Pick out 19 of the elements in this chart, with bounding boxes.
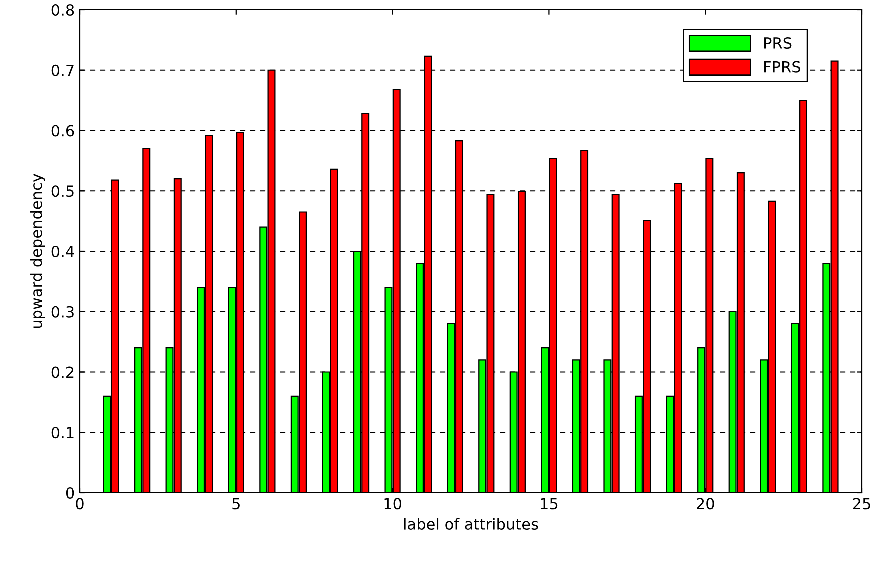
y-tick-label: 0: [66, 487, 74, 500]
y-tick-label: 0.2: [52, 366, 74, 378]
x-tick-label: 10: [384, 498, 402, 510]
x-tick-label: 0: [76, 498, 84, 510]
legend-label: FPRS: [764, 61, 800, 73]
y-tick-label: 0.4: [52, 246, 74, 258]
x-tick-label: 15: [541, 498, 558, 510]
y-tick-label: 0.3: [52, 306, 74, 318]
y-tick-label: 0.5: [52, 186, 74, 198]
y-tick-label: 0.7: [52, 64, 74, 76]
x-axis-title: label of attributes: [404, 518, 538, 530]
x-tick-label: 25: [853, 498, 870, 510]
y-tick-label: 0.8: [52, 4, 74, 16]
x-tick-label: 5: [232, 498, 240, 510]
y-tick-label: 0.6: [52, 125, 74, 137]
y-tick-label: 0.1: [52, 427, 74, 439]
x-tick-label: 20: [697, 498, 714, 510]
y-axis-title: upward dependency: [30, 174, 46, 328]
legend-label: PRS: [764, 37, 792, 50]
